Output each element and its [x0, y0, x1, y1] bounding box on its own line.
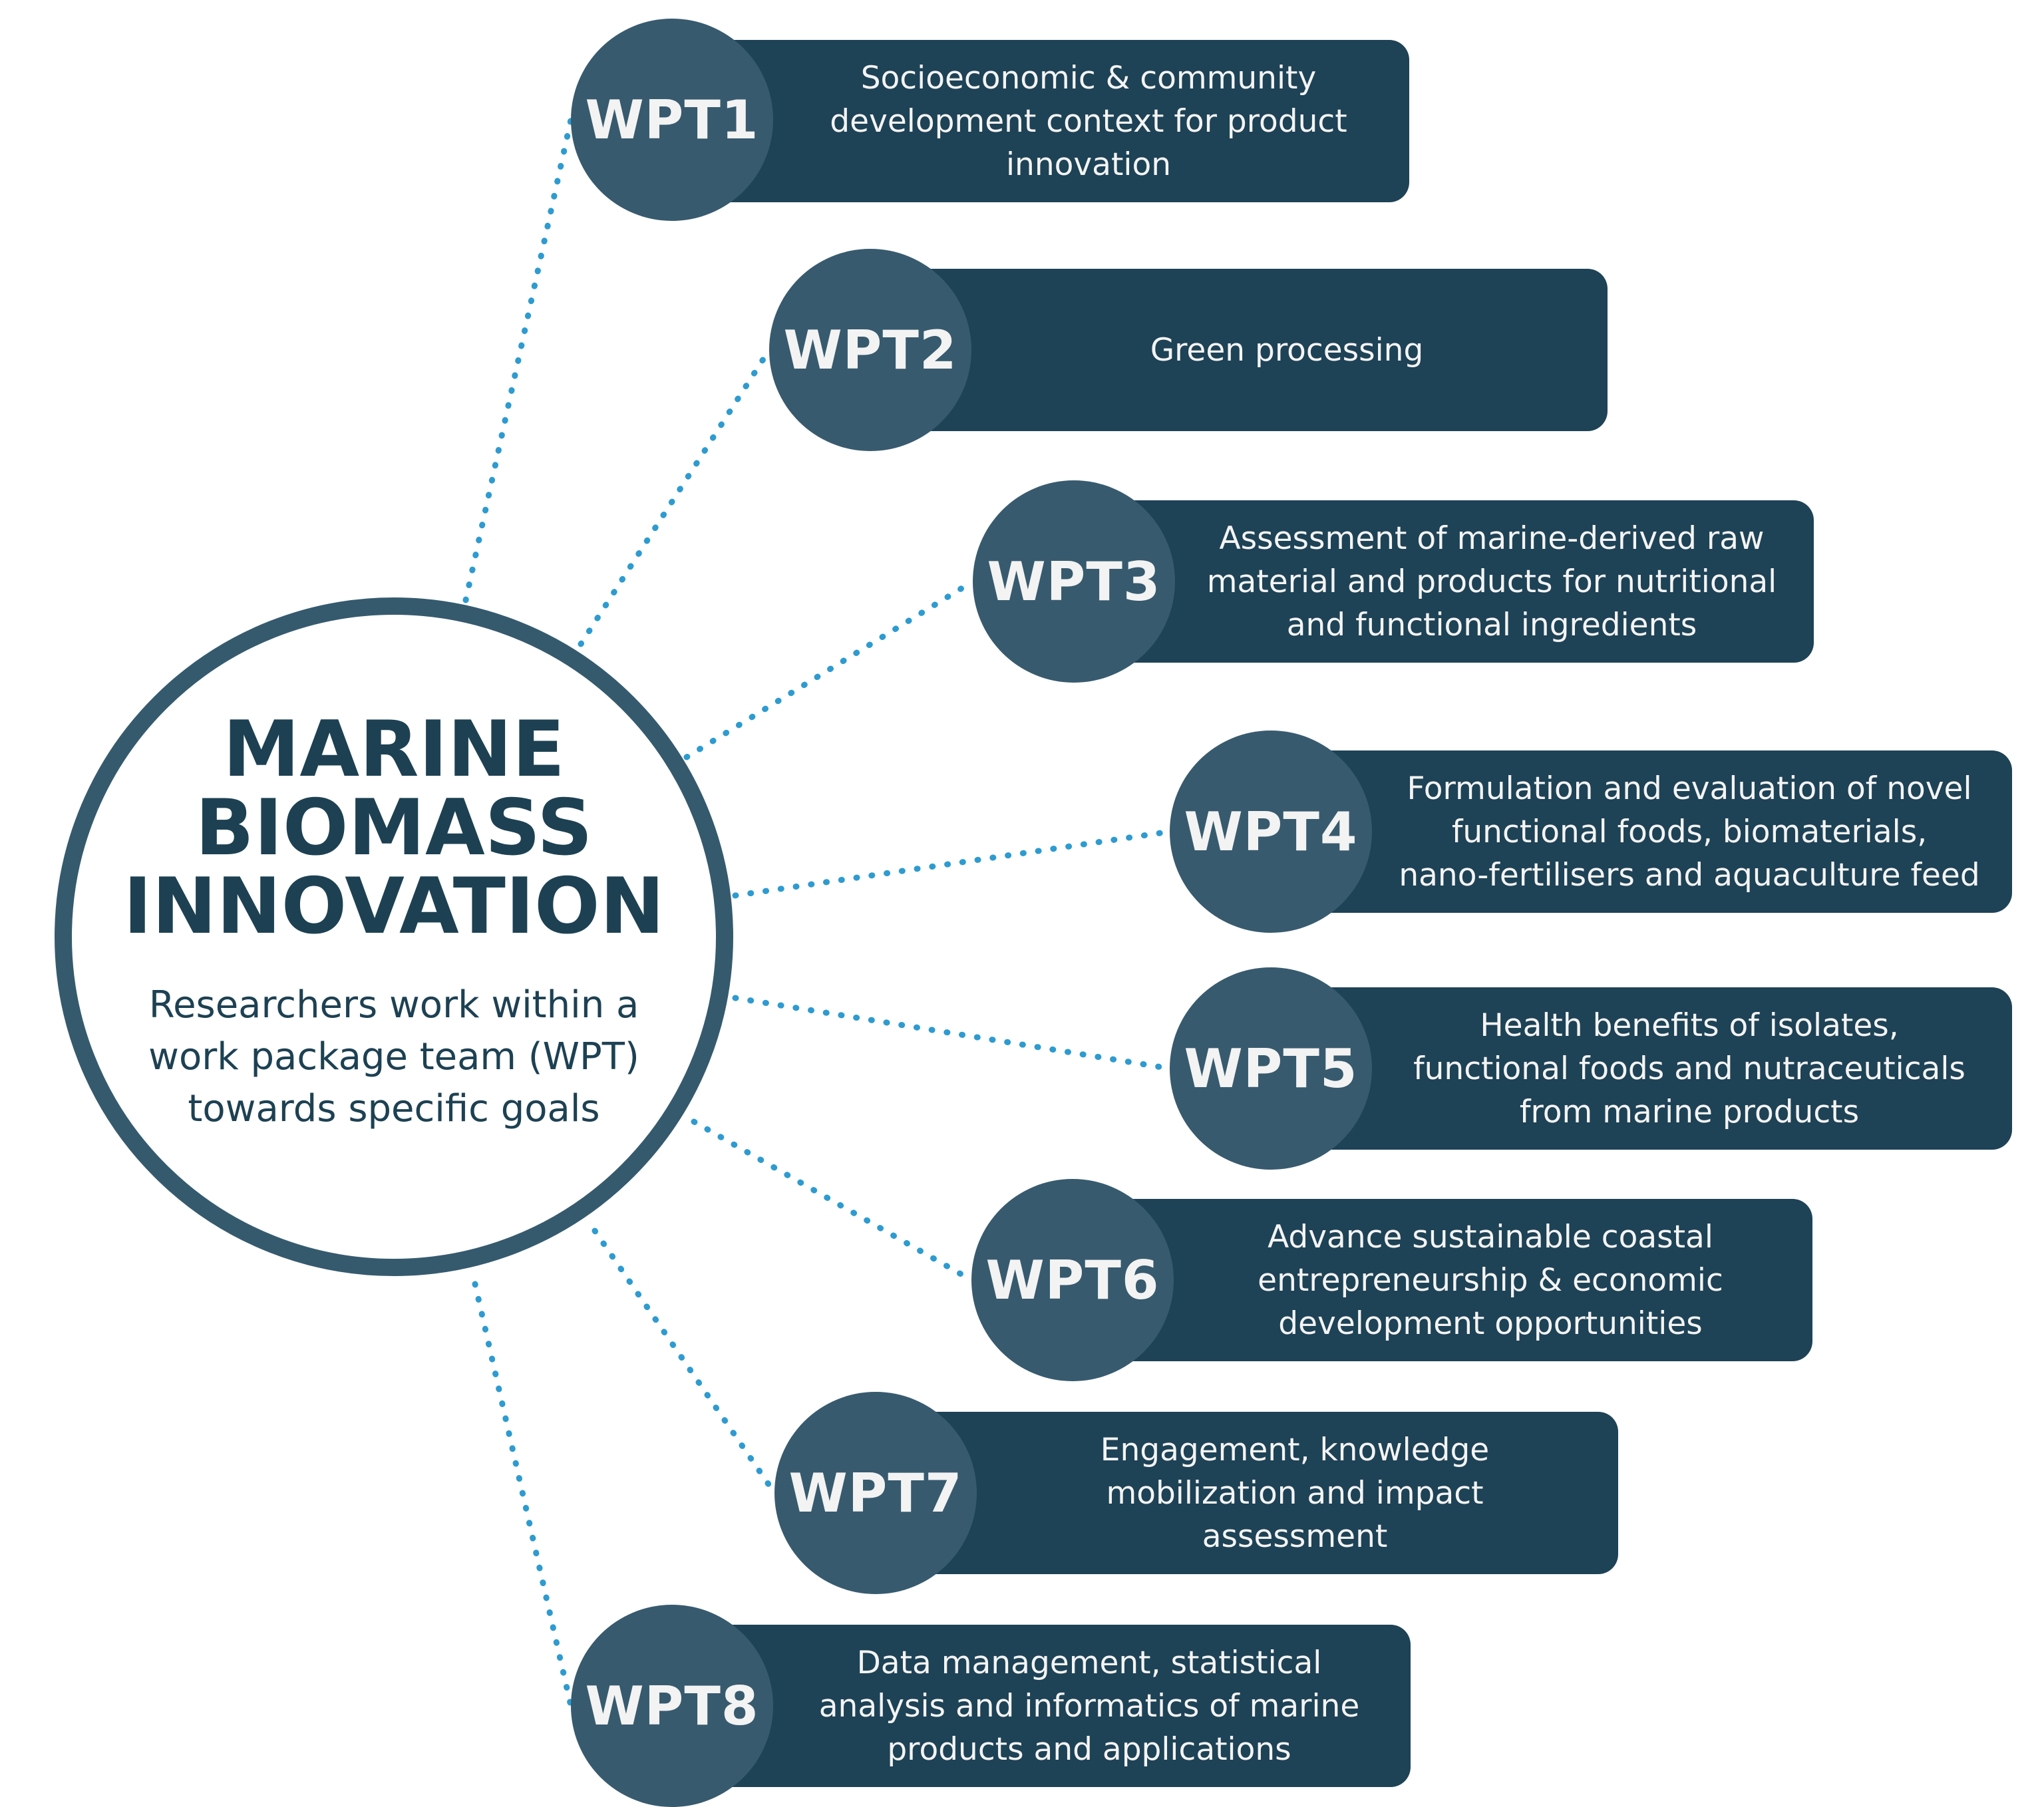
description-wpt7-line: assessment [1202, 1518, 1388, 1555]
description-text-wpt1: Socioeconomic & community development con… [780, 40, 1397, 202]
badge-label-wpt3: WPT3 [987, 550, 1161, 613]
description-box-wpt7: Engagement, knowledge mobilization and im… [896, 1412, 1618, 1574]
connector-wpt8 [472, 1281, 574, 1709]
badge-wpt6: WPT6 [971, 1179, 1174, 1381]
description-wpt4-line: nano-fertilisers and aquaculture feed [1399, 856, 1980, 894]
badge-wpt2: WPT2 [769, 249, 971, 451]
badge-label-wpt7: WPT7 [788, 1462, 963, 1524]
description-wpt4-line: Formulation and evaluation of novel [1407, 770, 1972, 807]
description-wpt5-line: from marine products [1519, 1093, 1860, 1130]
connector-wpt4 [732, 828, 1173, 899]
connector-wpt6 [691, 1118, 975, 1283]
badge-label-wpt2: WPT2 [783, 319, 957, 381]
connector-wpt2 [578, 347, 772, 647]
description-wpt3-line: and functional ingredients [1286, 606, 1697, 643]
hub-title-line: BIOMASS [195, 783, 593, 873]
hub-subtitle-line: towards specific goals [188, 1087, 600, 1130]
description-wpt2-line: Green processing [1150, 331, 1424, 369]
description-wpt5-line: Health benefits of isolates, [1480, 1007, 1899, 1044]
description-wpt5-line: functional foods and nutraceuticals [1413, 1050, 1965, 1087]
badge-wpt7: WPT7 [774, 1392, 977, 1594]
description-box-wpt6: Advance sustainable coastal entrepreneurs… [1093, 1199, 1812, 1361]
hub-subtitle-line: work package team (WPT) [148, 1035, 639, 1078]
description-wpt1-line: development context for product [830, 102, 1347, 140]
description-box-wpt4: Formulation and evaluation of novel funct… [1291, 750, 2012, 913]
badge-wpt3: WPT3 [973, 480, 1175, 683]
description-text-wpt6: Advance sustainable coastal entrepreneurs… [1180, 1199, 1800, 1361]
connector-wpt5 [732, 995, 1173, 1072]
description-wpt4-line: functional foods, biomaterials, [1451, 813, 1928, 850]
description-wpt8-line: products and applications [887, 1730, 1291, 1768]
description-text-wpt7: Engagement, knowledge mobilization and im… [983, 1412, 1606, 1574]
description-text-wpt8: Data management, statistical analysis and… [780, 1625, 1399, 1787]
description-wpt6-line: entrepreneurship & economic [1258, 1261, 1723, 1299]
description-box-wpt5: Health benefits of isolates, functional f… [1291, 987, 2012, 1150]
description-wpt1-line: innovation [1005, 146, 1172, 183]
description-wpt7-line: Engagement, knowledge [1100, 1431, 1490, 1468]
badge-label-wpt1: WPT1 [585, 88, 759, 151]
description-text-wpt4: Formulation and evaluation of novel funct… [1379, 750, 2000, 913]
badge-label-wpt6: WPT6 [985, 1249, 1160, 1311]
description-wpt1-line: Socioeconomic & community [860, 59, 1317, 96]
badge-label-wpt4: WPT4 [1184, 800, 1358, 863]
badge-wpt8: WPT8 [571, 1605, 773, 1807]
hub-title: MARINE BIOMASS INNOVATION [55, 711, 733, 946]
connector-wpt1 [462, 116, 574, 603]
description-text-wpt5: Health benefits of isolates, functional f… [1379, 987, 2000, 1150]
description-text-wpt2: Green processing [978, 269, 1596, 431]
badge-wpt1: WPT1 [571, 19, 773, 221]
description-box-wpt2: Green processing [890, 269, 1608, 431]
description-box-wpt3: Assessment of marine-derived raw material… [1094, 500, 1814, 663]
badge-wpt4: WPT4 [1170, 731, 1372, 933]
description-box-wpt1: Socioeconomic & community development con… [692, 40, 1409, 202]
description-wpt8-line: analysis and informatics of marine [818, 1687, 1360, 1725]
badge-label-wpt5: WPT5 [1184, 1037, 1358, 1100]
description-wpt6-line: Advance sustainable coastal [1268, 1218, 1713, 1255]
connector-wpt3 [683, 578, 976, 760]
description-box-wpt8: Data management, statistical analysis and… [692, 1625, 1411, 1787]
hub-subtitle-line: Researchers work within a [148, 983, 639, 1027]
description-wpt8-line: Data management, statistical [856, 1644, 1322, 1681]
description-wpt6-line: development opportunities [1278, 1305, 1703, 1342]
description-wpt3-line: material and products for nutritional [1206, 563, 1777, 600]
hub-title-line: INNOVATION [123, 862, 665, 951]
description-wpt3-line: Assessment of marine-derived raw [1219, 520, 1765, 557]
badge-label-wpt8: WPT8 [585, 1675, 759, 1737]
badge-wpt5: WPT5 [1170, 967, 1372, 1170]
description-wpt7-line: mobilization and impact [1106, 1474, 1484, 1512]
description-text-wpt3: Assessment of marine-derived raw material… [1182, 500, 1802, 663]
hub-title-line: MARINE [222, 705, 565, 794]
connector-wpt7 [592, 1228, 778, 1496]
hub-subtitle: Researchers work within a work package te… [101, 979, 687, 1135]
